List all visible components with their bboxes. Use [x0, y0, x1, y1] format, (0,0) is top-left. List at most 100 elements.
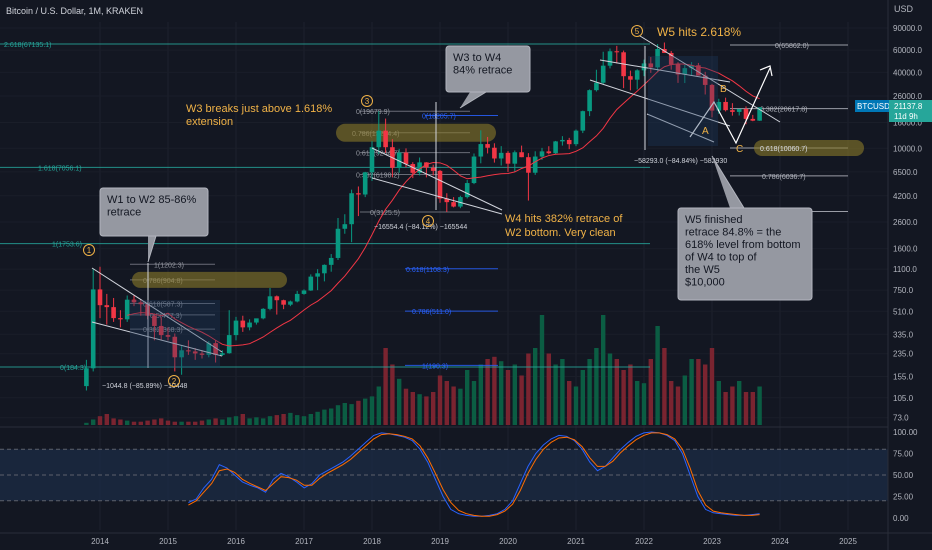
volume-bar	[737, 381, 742, 425]
wave-marker	[422, 215, 434, 227]
note-w4hits-line: W2 bottom. Very clean	[505, 227, 616, 239]
candle-body	[288, 301, 293, 305]
volume-bar	[172, 421, 177, 425]
measurement-label: −16554.4 (−84.12%) −165544	[374, 224, 467, 231]
candle-body	[138, 302, 144, 305]
x-tick-label: 2019	[431, 537, 449, 546]
volume-bar	[635, 381, 640, 425]
note-w3w4-pointer	[459, 91, 488, 109]
wave-letter: C	[736, 144, 743, 155]
candle-body	[498, 152, 504, 159]
candle-body	[675, 64, 681, 75]
candle-body	[260, 308, 266, 319]
x-tick-label: 2022	[635, 537, 653, 546]
fib-level-label: 0.618(587.3)	[143, 302, 183, 309]
note-w5finished-line: W5 finished	[685, 214, 742, 226]
y-tick-label: 6500.0	[893, 168, 918, 177]
volume-bar	[709, 348, 715, 425]
x-tick-label: 2018	[363, 537, 381, 546]
volume-bar	[424, 396, 429, 425]
volume-bar	[703, 364, 708, 425]
candle-body	[118, 318, 123, 320]
candle-body	[709, 84, 715, 111]
note-w1w2-pointer	[147, 235, 157, 263]
y-tick-label: 1600.0	[893, 245, 918, 254]
volume-bar	[437, 375, 443, 425]
note-w1w2-line: retrace	[107, 207, 141, 219]
candle-body	[750, 118, 756, 121]
candle-body	[539, 151, 545, 157]
trendline	[371, 177, 503, 215]
candle-body	[158, 325, 164, 336]
candle-body	[546, 151, 552, 154]
note-w3w4-box	[445, 45, 531, 93]
volume-bar	[628, 364, 633, 425]
x-tick-label: 2014	[91, 537, 109, 546]
note-w5finished-line: $10,000	[685, 277, 725, 289]
candle-body	[655, 48, 660, 68]
volume-bar	[254, 417, 259, 425]
fib-level-label: 0(3125.5)	[370, 210, 400, 217]
volume-bar	[91, 419, 96, 425]
currency-label: USD	[894, 4, 914, 14]
wave-path	[689, 67, 771, 145]
candle-body	[580, 111, 586, 131]
volume-bar	[138, 421, 143, 425]
fib-level-label: 0.618(10060.7)	[760, 146, 807, 153]
volume-bar	[519, 375, 524, 425]
candle-body	[505, 152, 511, 164]
note-w5finished-pointer	[711, 155, 745, 209]
measurement-label: −1044.8 (−85.89%) −10448	[102, 383, 188, 390]
candle-body	[485, 144, 490, 148]
x-tick-label: 2023	[703, 537, 721, 546]
volume-bar	[594, 348, 599, 425]
volume-bar	[369, 396, 375, 425]
x-tick-label: 2021	[567, 537, 585, 546]
trendline	[91, 267, 223, 353]
fib-level-label: 2.618(67135.1)	[4, 42, 51, 49]
note-w5finished-line: retrace 84.8% = the	[685, 227, 781, 239]
candle-body	[757, 107, 762, 121]
candle-body	[233, 320, 239, 336]
trendline	[371, 147, 503, 211]
candle-body	[226, 335, 232, 354]
candle-body	[437, 170, 443, 199]
stoch-rsi-pane: 100.00 75.00 50.00 25.00 0.00	[0, 428, 918, 523]
candle-body	[492, 147, 497, 159]
arrow-head	[759, 65, 773, 77]
y-tick-label: 73.0	[893, 414, 909, 423]
volume-bar	[261, 418, 266, 425]
volume-bar	[165, 420, 171, 425]
candle-body	[696, 65, 701, 76]
volume-bar	[403, 388, 409, 425]
volume-bar	[152, 419, 157, 425]
x-tick-label: 2015	[159, 537, 177, 546]
candle-body	[702, 75, 708, 85]
candle-body	[566, 139, 572, 145]
candle-body	[362, 172, 368, 195]
y-tick-label: 10000.0	[893, 144, 922, 153]
wave-letter: B	[720, 84, 727, 95]
candle-body	[335, 228, 341, 258]
volume-bar	[125, 420, 130, 425]
volume-bar	[274, 415, 279, 425]
volume-bar	[451, 386, 456, 425]
volume-bar	[444, 381, 449, 425]
stoch-tick-label: 75.00	[893, 450, 914, 459]
y-tick-label: 4200.0	[893, 192, 918, 201]
volume-bar	[696, 359, 701, 425]
candle-body	[417, 162, 422, 173]
candle-body	[410, 164, 416, 173]
volume-bar	[546, 353, 551, 425]
price-tag[interactable]: BTCUSD 21137.8 11d 9h	[855, 100, 932, 122]
note-w5finished-line: 618% level from bottom	[685, 239, 801, 251]
candle-body	[600, 65, 606, 83]
volume-bar	[465, 370, 470, 425]
candle-layer	[84, 42, 762, 391]
volume-bar	[186, 421, 191, 425]
stoch-tick-label: 0.00	[893, 514, 909, 523]
volume-bar	[295, 415, 300, 425]
candle-body	[111, 307, 116, 319]
